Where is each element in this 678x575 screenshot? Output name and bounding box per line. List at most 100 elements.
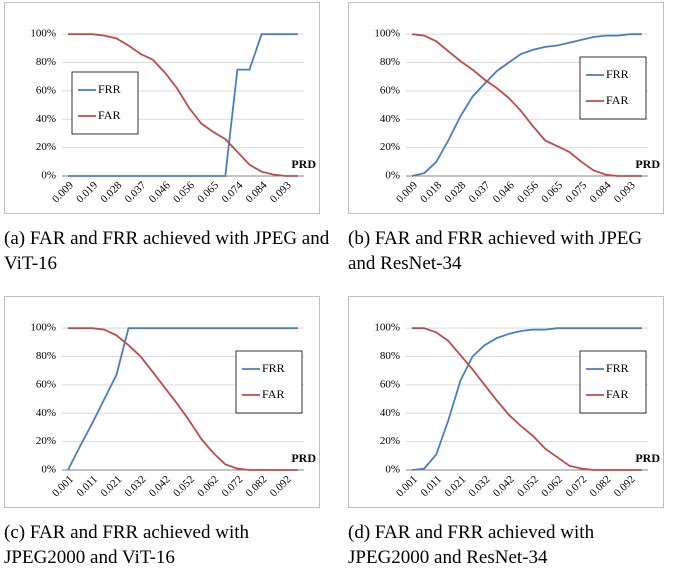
x-tick-label: 0.065 — [195, 179, 221, 205]
legend-label: FRR — [262, 361, 285, 375]
legend-box — [579, 56, 647, 120]
series-line — [67, 327, 298, 471]
x-tick-label: 0.052 — [515, 473, 541, 499]
y-tick-label: 80% — [380, 350, 400, 362]
legend-label: FRR — [606, 67, 629, 81]
y-tick-label: 60% — [380, 378, 400, 390]
x-axis-label: PRD — [291, 451, 316, 465]
legend: FRR FAR — [235, 350, 303, 414]
y-tick-label: 20% — [380, 141, 400, 153]
legend: FRR FAR — [579, 350, 647, 414]
legend: FRR FAR — [579, 56, 647, 120]
y-tick-label: 100% — [374, 322, 400, 334]
x-tick-label: 0.065 — [539, 179, 565, 205]
x-tick-label: 0.046 — [147, 179, 173, 205]
chart-border — [348, 296, 664, 508]
legend-label: FAR — [98, 108, 120, 122]
x-tick-label: 0.028 — [98, 179, 124, 205]
x-tick-label: 0.001 — [394, 473, 420, 499]
legend-label: FAR — [606, 93, 628, 107]
chart: 0%20%40%60%80%100%0.0090.0190.0280.0370.… — [4, 2, 320, 214]
y-tick-label: 60% — [36, 378, 56, 390]
chart: 0%20%40%60%80%100%0.0090.0180.0280.0370.… — [348, 2, 664, 214]
series-line — [411, 33, 642, 177]
legend-label: FRR — [606, 361, 629, 375]
series-line — [411, 327, 642, 471]
series-line — [68, 327, 298, 471]
x-tick-label: 0.021 — [442, 473, 468, 499]
x-tick-label: 0.009 — [50, 179, 76, 205]
x-tick-label: 0.032 — [123, 473, 149, 499]
series-line — [411, 33, 642, 177]
x-tick-label: 0.072 — [219, 473, 245, 499]
x-tick-label: 0.092 — [268, 473, 294, 499]
chart: 0%20%40%60%80%100%0.0010.0110.0210.0320.… — [348, 296, 664, 508]
x-axis-label: PRD — [635, 451, 660, 465]
chart-border — [4, 296, 320, 508]
y-tick-label: 60% — [36, 84, 56, 96]
x-tick-label: 0.042 — [491, 473, 517, 499]
y-tick-label: 60% — [380, 84, 400, 96]
x-tick-label: 0.084 — [244, 179, 270, 205]
x-tick-label: 0.092 — [612, 473, 638, 499]
chart-panel: 0% 20% 40% 60% 80% 100% 0.009 0.019 0.028 0.037 0.… — [4, 2, 329, 276]
series-line — [68, 33, 298, 177]
y-tick-label: 20% — [36, 435, 56, 447]
legend-box — [579, 350, 647, 414]
x-tick-label: 0.037 — [123, 179, 149, 205]
x-tick-label: 0.052 — [171, 473, 197, 499]
x-tick-label: 0.019 — [74, 179, 100, 205]
legend-label: FRR — [98, 82, 121, 96]
x-tick-label: 0.028 — [442, 179, 468, 205]
legend-box — [235, 350, 303, 414]
chart: 0%20%40%60%80%100%0.0010.0110.0210.0320.… — [4, 296, 320, 508]
y-tick-label: 0% — [385, 464, 400, 476]
y-tick-label: 0% — [41, 170, 56, 182]
x-tick-label: 0.084 — [588, 179, 614, 205]
caption: (a) FAR and FRR achieved with JPEG and V… — [4, 228, 330, 274]
x-tick-label: 0.011 — [418, 473, 444, 499]
series-line — [412, 327, 642, 471]
y-tick-label: 80% — [36, 56, 56, 68]
x-tick-label: 0.074 — [219, 179, 245, 205]
legend-box — [71, 71, 139, 135]
y-tick-label: 40% — [36, 113, 56, 125]
x-tick-label: 0.001 — [50, 473, 76, 499]
x-axis-label: PRD — [635, 157, 660, 171]
y-tick-label: 20% — [36, 141, 56, 153]
x-tick-label: 0.093 — [268, 179, 294, 205]
y-tick-label: 100% — [30, 28, 56, 40]
y-tick-label: 40% — [380, 113, 400, 125]
chart-border — [348, 2, 664, 214]
caption: (b) FAR and FRR achieved with JPEG and R… — [348, 228, 643, 274]
x-tick-label: 0.075 — [563, 179, 589, 205]
x-tick-label: 0.062 — [195, 473, 221, 499]
legend-label: FAR — [262, 387, 284, 401]
x-tick-label: 0.082 — [244, 473, 270, 499]
x-tick-label: 0.056 — [515, 179, 541, 205]
y-tick-label: 0% — [385, 170, 400, 182]
x-tick-label: 0.032 — [467, 473, 493, 499]
chart-panel: 0% 20% 40% 60% 80% 100% 0.001 0.011 0.021 0.032 0.… — [4, 296, 324, 570]
x-tick-label: 0.062 — [539, 473, 565, 499]
chart-panel: 0% 20% 40% 60% 80% 100% 0.001 0.011 0.021 0.032 0.… — [348, 296, 668, 570]
x-tick-label: 0.018 — [418, 179, 444, 205]
y-tick-label: 0% — [41, 464, 56, 476]
x-tick-label: 0.093 — [612, 179, 638, 205]
caption: (d) FAR and FRR achieved with JPEG2000 a… — [348, 522, 595, 568]
chart-panel: 0% 20% 40% 60% 80% 100% 0.009 0.018 0.028 0.037 0.… — [348, 2, 668, 276]
x-tick-label: 0.037 — [467, 179, 493, 205]
legend: FRR FAR — [71, 71, 139, 135]
chart-border — [4, 2, 320, 214]
y-tick-label: 40% — [36, 407, 56, 419]
x-tick-label: 0.011 — [74, 473, 100, 499]
x-tick-label: 0.046 — [491, 179, 517, 205]
x-tick-label: 0.082 — [588, 473, 614, 499]
caption: (c) FAR and FRR achieved with JPEG2000 a… — [4, 522, 250, 568]
legend-label: FAR — [606, 387, 628, 401]
x-tick-label: 0.021 — [98, 473, 124, 499]
x-axis-label: PRD — [291, 157, 316, 171]
y-tick-label: 20% — [380, 435, 400, 447]
y-tick-label: 40% — [380, 407, 400, 419]
